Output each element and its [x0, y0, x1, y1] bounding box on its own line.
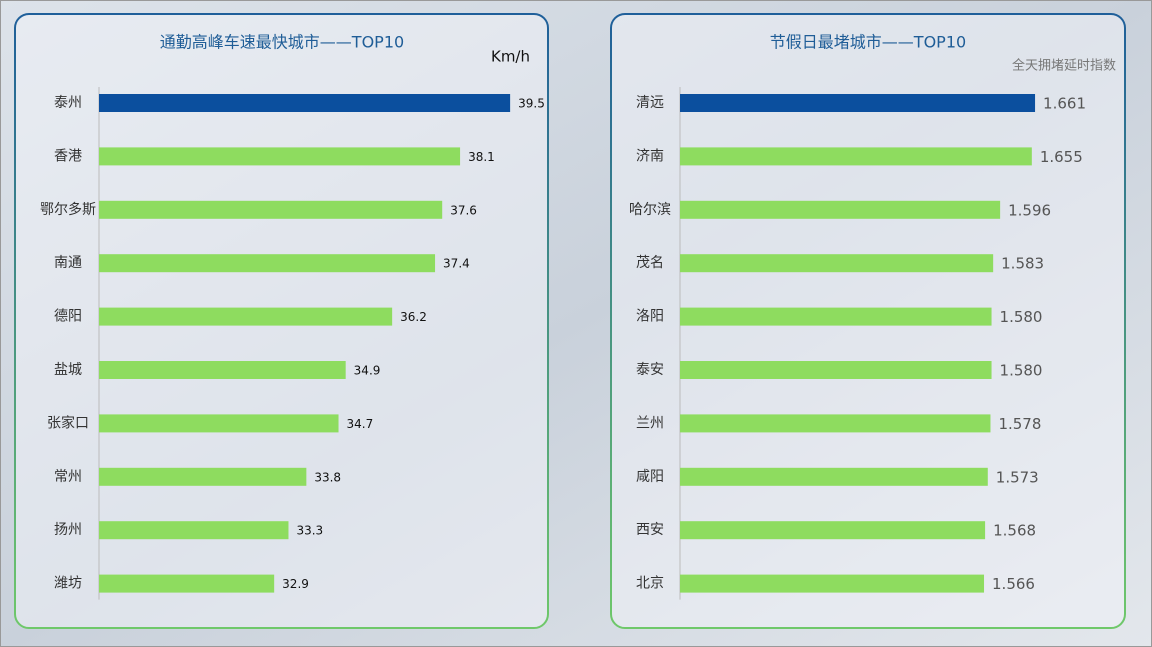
- category-label: 兰州: [636, 415, 664, 431]
- bar: [99, 467, 307, 486]
- unit-label: 全天拥堵延时指数: [1012, 58, 1116, 74]
- unit-label: Km/h: [491, 48, 530, 66]
- bar: [680, 147, 1032, 166]
- bar: [99, 307, 393, 326]
- category-label: 南通: [54, 255, 82, 271]
- bar: [99, 361, 346, 379]
- category-label: 哈尔滨: [629, 202, 671, 218]
- value-label: 1.655: [1040, 148, 1083, 166]
- value-label: 1.573: [996, 468, 1039, 486]
- value-label: 1.566: [992, 575, 1035, 593]
- chart-title: 通勤高峰车速最快城市——TOP10: [160, 33, 404, 52]
- bar: [680, 361, 992, 379]
- value-label: 1.578: [998, 415, 1041, 433]
- value-label: 1.580: [1000, 308, 1043, 326]
- bar: [99, 414, 339, 433]
- value-label: 37.6: [450, 203, 477, 217]
- bar: [680, 521, 986, 540]
- category-label: 泰安: [636, 362, 664, 378]
- category-label: 盐城: [54, 362, 82, 378]
- category-label: 北京: [636, 576, 664, 592]
- value-label: 37.4: [443, 257, 470, 271]
- category-label: 咸阳: [636, 469, 664, 485]
- value-label: 34.7: [347, 417, 374, 431]
- bar: [680, 414, 991, 433]
- bar: [680, 467, 988, 486]
- bar: [99, 94, 511, 112]
- bar: [680, 307, 992, 326]
- value-label: 39.5: [518, 97, 545, 111]
- category-label: 常州: [54, 469, 82, 485]
- category-label: 香港: [54, 148, 82, 164]
- category-label: 泰州: [54, 95, 82, 111]
- bar: [99, 574, 275, 593]
- bar: [680, 574, 985, 593]
- bar: [680, 94, 1036, 112]
- category-label: 潍坊: [54, 576, 82, 592]
- category-label: 洛阳: [636, 309, 664, 325]
- value-label: 38.1: [468, 150, 495, 164]
- category-label: 德阳: [54, 309, 82, 325]
- bar: [99, 147, 461, 166]
- value-label: 36.2: [400, 310, 427, 324]
- bar: [99, 200, 443, 219]
- bar: [99, 254, 436, 273]
- category-label: 西安: [636, 522, 664, 538]
- category-label: 扬州: [54, 522, 82, 538]
- value-label: 33.3: [296, 524, 323, 538]
- value-label: 1.580: [1000, 362, 1043, 380]
- category-label: 茂名: [636, 254, 664, 271]
- category-label: 张家口: [47, 414, 89, 431]
- value-label: 32.9: [282, 577, 309, 591]
- value-label: 1.596: [1008, 201, 1051, 219]
- value-label: 1.568: [993, 522, 1036, 540]
- category-label: 鄂尔多斯: [40, 201, 96, 218]
- value-label: 33.8: [314, 470, 341, 484]
- value-label: 34.9: [354, 364, 381, 378]
- bar: [680, 200, 1001, 219]
- category-label: 清远: [636, 95, 664, 111]
- value-label: 1.583: [1001, 255, 1044, 273]
- bar: [680, 254, 994, 273]
- value-label: 1.661: [1043, 95, 1086, 113]
- category-label: 济南: [636, 148, 664, 164]
- bar: [99, 521, 289, 540]
- chart-title: 节假日最堵城市——TOP10: [770, 33, 966, 52]
